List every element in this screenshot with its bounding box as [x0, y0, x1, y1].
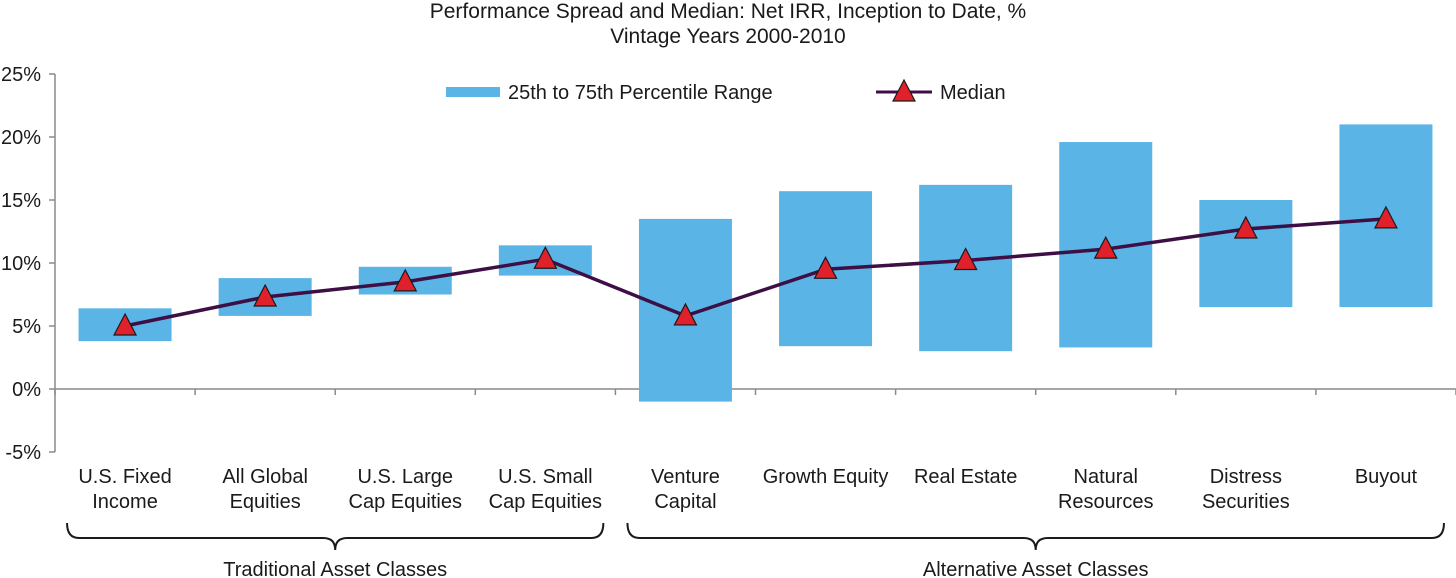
y-tick-label: 10% — [1, 253, 41, 275]
group-brackets: Traditional Asset Classes Alternative Ass… — [66, 522, 1445, 578]
y-tick-label: 0% — [12, 379, 41, 401]
legend: 25th to 75th Percentile Range Median — [446, 78, 1006, 104]
legend-range-label: 25th to 75th Percentile Range — [508, 82, 773, 104]
group-label: Traditional Asset Classes — [223, 559, 447, 578]
category-label: Buyout — [1355, 466, 1418, 488]
category-label: U.S. Large Cap Equities — [349, 466, 462, 513]
median-point — [813, 256, 838, 279]
median-line — [124, 217, 1387, 328]
median-point — [1093, 235, 1118, 259]
legend-range-swatch — [446, 87, 500, 97]
median-point — [673, 302, 698, 326]
category-label: Natural Resources — [1058, 466, 1154, 513]
category-label: Distress Securities — [1202, 466, 1290, 513]
median-point — [393, 268, 418, 292]
category-label: Real Estate — [914, 466, 1017, 488]
legend-median-marker — [892, 78, 916, 102]
median-point — [533, 245, 558, 269]
median-point — [113, 312, 138, 336]
category-labels: U.S. Fixed Income All Global Equities U.S. L… — [78, 466, 1417, 513]
category-label: U.S. Small Cap Equities — [489, 466, 602, 513]
y-tick-label: -5% — [5, 442, 41, 464]
category-label: Venture Capital — [651, 466, 720, 513]
y-tick-label: 15% — [1, 190, 41, 212]
legend-median-label: Median — [940, 82, 1006, 104]
y-tick-label: 20% — [1, 127, 41, 149]
group-bracket — [66, 522, 605, 551]
median-point — [253, 283, 278, 307]
axes: -5% 0% 5% 10% 15% 20% 25% — [1, 64, 1456, 464]
median-point — [1233, 215, 1258, 239]
y-tick-label: 25% — [1, 64, 41, 86]
chart-title: Performance Spread and Median: Net IRR, … — [430, 0, 1026, 23]
group-label: Alternative Asset Classes — [923, 559, 1149, 578]
range-bars — [78, 124, 1433, 402]
chart-subtitle: Vintage Years 2000-2010 — [610, 25, 846, 48]
category-label: Growth Equity — [763, 466, 889, 488]
median-point — [1373, 205, 1398, 229]
median-series — [113, 205, 1398, 336]
category-label: All Global Equities — [222, 466, 308, 513]
y-tick-label: 5% — [12, 316, 41, 338]
group-bracket — [626, 522, 1445, 551]
category-label: U.S. Fixed Income — [78, 466, 171, 513]
median-point — [953, 247, 978, 271]
